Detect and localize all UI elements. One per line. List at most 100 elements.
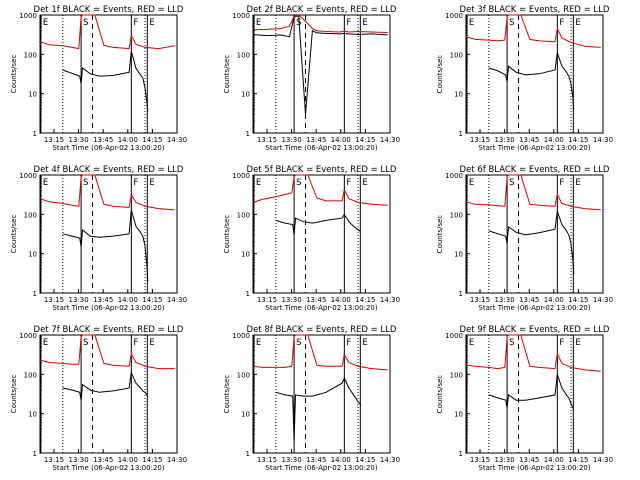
y-tick-label: 1000 [445, 332, 463, 340]
x-tick-label: 13:15 [257, 296, 277, 304]
event-label-E: E [362, 18, 367, 28]
event-label-F: F [346, 178, 351, 188]
x-tick-label: 13:15 [257, 456, 277, 464]
plot-frame [465, 14, 604, 134]
event-label-E: E [575, 338, 580, 348]
y-tick-label: 10 [28, 411, 37, 419]
event-label-S: S [83, 338, 88, 348]
x-tick-label: 13:15 [470, 456, 490, 464]
x-axis-label: Start Time (06-Apr-02 13:00:20) [265, 304, 377, 312]
x-tick-label: 13:30 [495, 456, 515, 464]
y-tick-label: 100 [450, 371, 463, 379]
panel-title: Det 2f BLACK = Events, RED = LLD [247, 5, 397, 15]
y-tick-label: 1 [33, 130, 37, 138]
y-tick-label: 100 [237, 211, 250, 219]
y-tick-label: 10 [241, 251, 250, 259]
plot-frame [465, 174, 604, 294]
event-label-S: S [509, 178, 514, 188]
x-tick-label: 14:30 [167, 136, 187, 144]
event-label-E: E [149, 178, 154, 188]
y-tick-label: 1000 [232, 332, 250, 340]
x-axis-label: Start Time (06-Apr-02 13:00:20) [478, 464, 590, 472]
y-tick-label: 1 [246, 130, 250, 138]
event-label-S: S [83, 18, 88, 28]
series-events-line [488, 374, 575, 411]
x-tick-label: 13:15 [470, 136, 490, 144]
x-tick-label: 14:00 [331, 456, 351, 464]
event-label-F: F [559, 178, 564, 188]
event-label-E: E [43, 18, 48, 28]
x-axis-label: Start Time (06-Apr-02 13:00:20) [478, 144, 590, 152]
x-tick-label: 13:45 [93, 136, 113, 144]
series-lld-line [252, 174, 388, 206]
x-tick-label: 14:00 [118, 136, 138, 144]
event-label-E: E [149, 338, 154, 348]
x-tick-label: 13:15 [44, 296, 64, 304]
y-tick-label: 10 [454, 411, 463, 419]
y-tick-label: 10 [28, 91, 37, 99]
y-tick-label: 1 [459, 290, 463, 298]
panel-title: Det 9f BLACK = Events, RED = LLD [460, 325, 610, 335]
series-lld-line [465, 14, 601, 48]
panel-title: Det 5f BLACK = Events, RED = LLD [247, 165, 397, 175]
event-label-S: S [296, 178, 301, 188]
x-tick-label: 13:15 [257, 136, 277, 144]
x-tick-label: 14:00 [118, 456, 138, 464]
y-axis-label: Counts/sec [10, 375, 18, 414]
event-label-E: E [469, 338, 474, 348]
x-tick-label: 13:45 [519, 456, 539, 464]
y-axis-label: Counts/sec [223, 215, 231, 254]
x-tick-label: 14:30 [593, 136, 613, 144]
event-label-E: E [256, 338, 261, 348]
x-tick-label: 13:30 [282, 296, 302, 304]
x-tick-label: 13:30 [495, 296, 515, 304]
x-tick-label: 13:45 [306, 296, 326, 304]
panel-9: Det 9f BLACK = Events, RED = LLD 1 10 100 10… [436, 325, 613, 472]
x-axis-label: Start Time (06-Apr-02 13:00:20) [52, 464, 164, 472]
series-lld-line [39, 174, 175, 211]
x-tick-label: 13:15 [44, 136, 64, 144]
x-axis-label: Start Time (06-Apr-02 13:00:20) [478, 304, 590, 312]
x-tick-label: 14:00 [118, 296, 138, 304]
y-tick-label: 1 [459, 130, 463, 138]
y-tick-label: 1 [33, 290, 37, 298]
panel-7: Det 7f BLACK = Events, RED = LLD 1 10 100 10… [10, 325, 187, 472]
panel-8: Det 8f BLACK = Events, RED = LLD 1 10 100 10… [223, 325, 400, 472]
x-tick-label: 13:30 [282, 456, 302, 464]
event-label-E: E [469, 178, 474, 188]
y-tick-label: 1000 [232, 172, 250, 180]
event-label-S: S [509, 18, 514, 28]
event-label-F: F [346, 338, 351, 348]
panel-title: Det 4f BLACK = Events, RED = LLD [34, 165, 184, 175]
x-tick-label: 13:45 [306, 456, 326, 464]
x-tick-label: 14:15 [568, 296, 588, 304]
event-label-F: F [133, 178, 138, 188]
x-tick-label: 14:15 [355, 296, 375, 304]
series-events-line [488, 211, 575, 275]
y-tick-label: 1 [246, 290, 250, 298]
y-tick-label: 100 [24, 211, 37, 219]
series-lld-line [465, 334, 601, 372]
x-tick-label: 14:30 [380, 456, 400, 464]
y-axis-label: Counts/sec [10, 215, 18, 254]
series-events-line [275, 213, 362, 235]
series-lld-line [39, 14, 175, 50]
panel-title: Det 8f BLACK = Events, RED = LLD [247, 325, 397, 335]
x-tick-label: 13:45 [306, 136, 326, 144]
series-events-line [62, 209, 149, 282]
y-axis-label: Counts/sec [436, 55, 444, 94]
series-events-line [252, 15, 388, 115]
plot-frame [39, 174, 178, 294]
x-axis-label: Start Time (06-Apr-02 13:00:20) [52, 144, 164, 152]
x-tick-label: 13:45 [93, 296, 113, 304]
plot-frame [39, 334, 178, 454]
event-label-E: E [149, 18, 154, 28]
y-axis-label: Counts/sec [223, 375, 231, 414]
series-events-line [275, 376, 362, 442]
panel-6: Det 6f BLACK = Events, RED = LLD 1 10 100 10… [436, 165, 613, 312]
event-label-E: E [256, 178, 261, 188]
x-tick-label: 14:00 [544, 136, 564, 144]
y-tick-label: 10 [454, 91, 463, 99]
x-tick-label: 13:30 [495, 136, 515, 144]
